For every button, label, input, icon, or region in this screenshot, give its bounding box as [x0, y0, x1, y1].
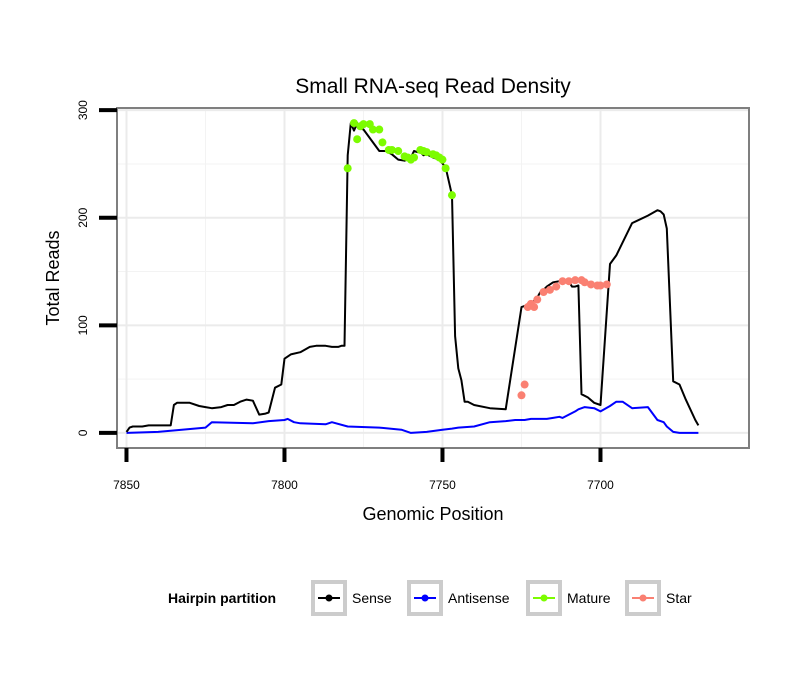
data-point-mature [447, 191, 456, 200]
series-layer [125, 119, 700, 434]
data-point-star [571, 276, 580, 285]
legend-item-mature: Mature [526, 580, 611, 616]
plot-panel [116, 107, 750, 449]
legend-key-point [421, 594, 429, 602]
x-tick-label: 7700 [587, 478, 614, 492]
data-point-star [533, 295, 542, 304]
y-axis: 0 100 200 300 [76, 100, 117, 436]
data-point-mature [343, 164, 352, 173]
legend-label-sense: Sense [352, 590, 392, 606]
data-point-mature [394, 147, 403, 156]
data-point-star [530, 303, 539, 312]
data-point-star [545, 285, 554, 294]
legend-item-star: Star [625, 580, 692, 616]
data-point-mature [350, 119, 358, 128]
data-point-mature [441, 164, 450, 173]
x-axis: 7850 7800 7750 7700 [113, 448, 614, 492]
y-tick-label: 100 [76, 315, 90, 335]
legend: Hairpin partition Sense Antisense Mature St… [168, 580, 692, 616]
legend-key-point [325, 594, 333, 602]
data-point-star [517, 391, 526, 400]
data-point-star [558, 277, 567, 286]
data-point-mature [368, 125, 377, 134]
legend-title: Hairpin partition [168, 590, 276, 606]
data-point-star [596, 281, 605, 290]
legend-item-antisense: Antisense [407, 580, 510, 616]
y-tick-label: 200 [76, 207, 90, 227]
legend-item-sense: Sense [311, 580, 392, 616]
legend-label-antisense: Antisense [448, 590, 510, 606]
legend-key-point [540, 594, 548, 602]
data-point-star [520, 380, 529, 389]
y-tick-label: 0 [76, 429, 90, 436]
data-point-star [602, 280, 611, 289]
data-point-star [580, 278, 589, 287]
plot-border [116, 107, 750, 449]
legend-key-point [639, 594, 647, 602]
x-tick-label: 7750 [429, 478, 456, 492]
y-axis-title: Total Reads [43, 230, 63, 325]
data-point-star [564, 277, 573, 286]
data-point-mature [353, 135, 362, 144]
legend-label-star: Star [666, 590, 692, 606]
legend-label-mature: Mature [567, 590, 611, 606]
data-point-mature [359, 120, 368, 129]
legend-keys: Sense Antisense Mature Star [311, 580, 692, 616]
x-tick-label: 7850 [113, 478, 140, 492]
plot-background [117, 108, 749, 448]
x-tick-label: 7800 [271, 478, 298, 492]
data-point-mature [378, 138, 387, 147]
minor-grid [117, 108, 749, 448]
y-tick-label: 300 [76, 100, 90, 120]
data-point-mature [375, 125, 384, 134]
data-point-mature [438, 155, 447, 164]
data-point-mature [422, 148, 431, 157]
data-point-star [539, 287, 548, 296]
series-line-sense [125, 122, 700, 433]
data-point-mature [387, 145, 396, 154]
x-axis-title: Genomic Position [362, 504, 503, 524]
series-line-antisense [126, 400, 699, 434]
data-point-mature [410, 153, 419, 162]
data-point-star [587, 280, 595, 289]
chart-title: Small RNA-seq Read Density [295, 75, 571, 98]
data-point-star [552, 282, 561, 291]
